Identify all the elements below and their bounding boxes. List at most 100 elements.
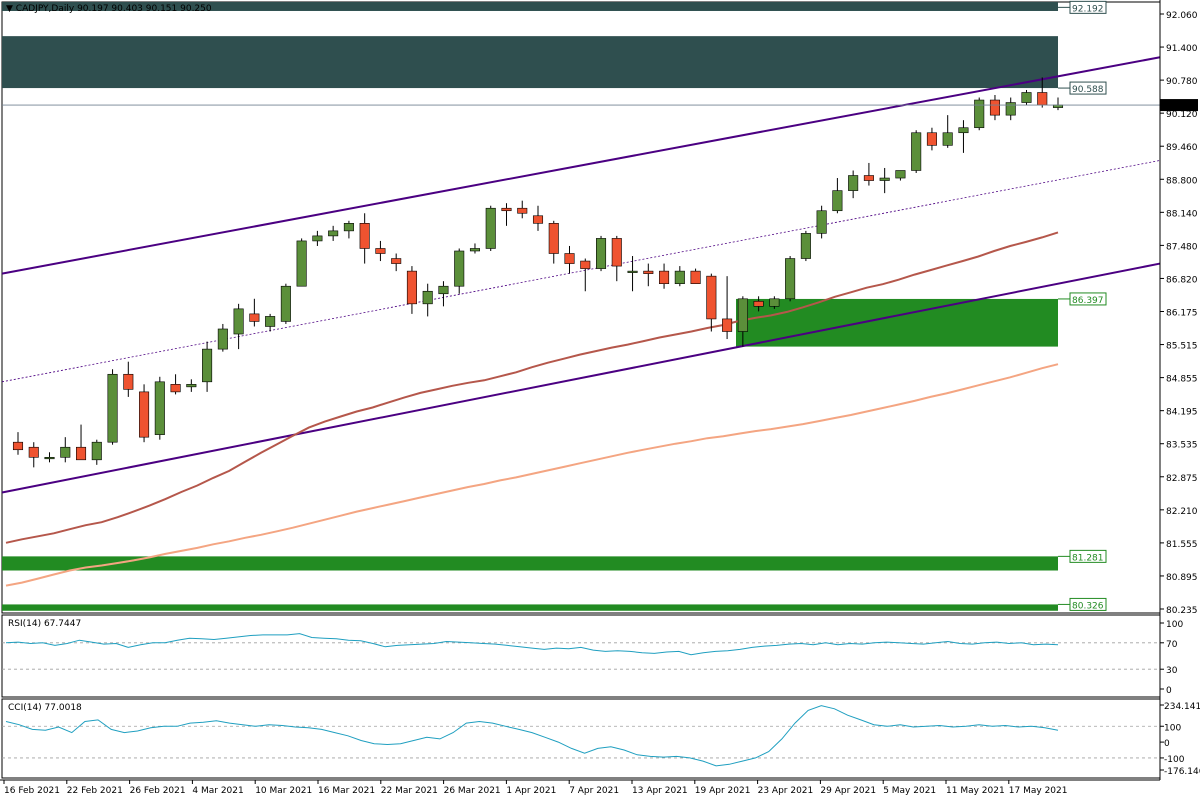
candle-body (706, 275, 717, 320)
time-tick-label: 26 Mar 2021 (444, 786, 501, 796)
collapse-triangle-icon[interactable]: ▼ (6, 4, 13, 14)
rsi-label: RSI(14) 67.7447 (8, 619, 82, 629)
candle-body (60, 446, 71, 458)
rsi-tick-label: 30 (1166, 666, 1178, 676)
zone-2 (736, 298, 1058, 347)
rsi-tick-label: 100 (1166, 620, 1183, 630)
candle-body (312, 235, 323, 242)
level-tag-1: 90.588 (1072, 85, 1104, 95)
candle-body (76, 446, 87, 461)
level-tag-box-3 (1069, 549, 1107, 563)
level-tag-4: 80.326 (1072, 601, 1104, 611)
candle-body (863, 175, 874, 181)
level-tag-box-2 (1069, 292, 1107, 306)
candle-body (139, 391, 150, 438)
time-tick-label: 13 Apr 2021 (632, 786, 688, 796)
price-tick-label: 84.195 (1166, 408, 1198, 418)
price-tick-label: 92.060 (1166, 11, 1198, 21)
level-tag-3: 81.281 (1072, 553, 1104, 563)
candle-body (343, 223, 354, 232)
candle-body (107, 373, 118, 443)
time-tick-label: 19 Apr 2021 (695, 786, 751, 796)
ma-fast-line (5, 231, 1059, 544)
cci-tick-label: -176.1465 (1164, 767, 1200, 777)
candle-body (532, 215, 544, 224)
time-tick-label: 17 May 2021 (1009, 786, 1068, 796)
candle-body (454, 250, 465, 287)
time-tick-label: 10 Mar 2021 (255, 786, 312, 796)
candle-body (722, 318, 733, 332)
candle-body (848, 175, 859, 191)
ohlc-readout: 90.197 90.403 90.151 90.250 (77, 4, 212, 14)
time-tick-label: 4 Mar 2021 (192, 786, 243, 796)
candle-body (233, 308, 244, 335)
price-tick-label: 91.400 (1166, 44, 1198, 54)
candle-body (800, 233, 811, 259)
price-tick-label: 83.535 (1166, 441, 1198, 451)
level-tag-0: 92.192 (1072, 4, 1104, 14)
candle-body (564, 253, 575, 264)
candle-body (44, 456, 55, 460)
rsi-tick-label: 0 (1166, 686, 1172, 696)
ma-slow-line (5, 363, 1059, 587)
rsi-tick-label: 70 (1166, 640, 1178, 650)
candle-body (359, 223, 370, 249)
candle-body (28, 446, 39, 458)
candle-body (202, 348, 213, 383)
candle-body (942, 132, 953, 146)
time-tick-label: 7 Apr 2021 (569, 786, 619, 796)
price-tick-label: 84.855 (1166, 375, 1198, 385)
candle-body (186, 384, 197, 388)
time-tick-label: 29 Apr 2021 (820, 786, 876, 796)
cci-tick-label: -100 (1164, 755, 1185, 765)
price-tick-label: 82.875 (1166, 474, 1198, 484)
candle-body (422, 290, 433, 305)
candle-body (737, 298, 748, 332)
time-tick-label: 1 Apr 2021 (506, 786, 556, 796)
channel-upper-line (1, 56, 1161, 275)
candle-body (643, 270, 654, 274)
symbol-label: CADJPY,Daily (15, 4, 75, 14)
candle-body (1037, 92, 1048, 106)
candle-body (832, 190, 843, 212)
cci-label: CCI(14) 77.0018 (8, 703, 82, 713)
current-price-tag (1160, 99, 1198, 112)
candle-body (328, 230, 339, 237)
candle-body (375, 248, 386, 254)
price-tick-label: 81.555 (1166, 540, 1198, 550)
candle-body (879, 177, 890, 181)
time-tick-label: 22 Feb 2021 (67, 786, 123, 796)
chart-header: ▼ CADJPY,Daily 90.197 90.403 90.151 90.2… (6, 4, 212, 14)
price-tick-label: 90.120 (1166, 110, 1198, 120)
candle-body (690, 270, 701, 284)
candle-body (1021, 92, 1032, 103)
candle-body (123, 373, 134, 390)
candle-body (501, 207, 512, 212)
zone-0 (2, 36, 1058, 89)
candle-body (280, 285, 291, 322)
candle-body (517, 207, 528, 214)
price-tick-label: 89.460 (1166, 143, 1198, 153)
candle-body (485, 207, 496, 249)
candle-body (769, 298, 780, 307)
candle-body (154, 381, 165, 435)
time-tick-label: 5 May 2021 (883, 786, 936, 796)
candle-body (12, 441, 24, 451)
zone-4 (2, 604, 1058, 611)
candle-body (265, 316, 276, 327)
candle-body (1005, 102, 1016, 116)
candle-body (674, 270, 685, 284)
time-tick-label: 16 Feb 2021 (4, 786, 60, 796)
level-tag-2: 86.397 (1072, 296, 1104, 306)
time-tick-label: 23 Apr 2021 (758, 786, 814, 796)
cci-line (5, 705, 1059, 767)
candle-body (958, 127, 969, 134)
candle-body (989, 99, 1000, 116)
time-tick-label: 16 Mar 2021 (318, 786, 375, 796)
candle-body (548, 223, 559, 254)
candle-body (926, 132, 937, 146)
price-tick-label: 87.480 (1166, 242, 1198, 252)
price-tick-label: 80.235 (1166, 606, 1198, 616)
candle-body (659, 270, 670, 284)
